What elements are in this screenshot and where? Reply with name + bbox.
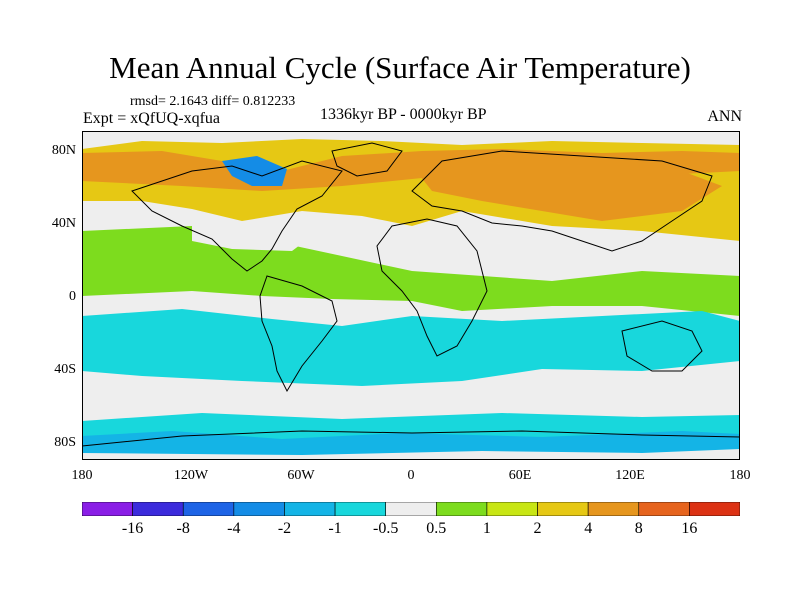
australia-outline [621, 320, 703, 372]
lat-label-40s: 40S [54, 362, 76, 377]
colorbar-tick-label: -0.5 [373, 520, 399, 537]
colorbar-swatch [436, 501, 488, 517]
colorbar [81, 501, 741, 521]
neutral-mediterranean [382, 226, 452, 251]
temperature-anomaly-map [82, 131, 740, 460]
time-period-label: 1336kyr BP - 0000kyr BP [320, 106, 487, 123]
colorbar-tick-label: -2 [277, 520, 292, 537]
neutral-north-atlantic [192, 223, 312, 251]
eurasia-outline [411, 150, 713, 252]
colorbar-tick-label: 0.5 [426, 520, 447, 537]
lon-label-60e: 60E [508, 468, 532, 483]
experiment-label: Expt = xQfUQ-xqfua [83, 110, 220, 127]
colorbar-tick-label: 2 [533, 520, 542, 537]
colorbar-tick-label: 1 [482, 520, 491, 537]
map-panel [82, 131, 740, 460]
cooling-canadian-arctic [222, 156, 287, 186]
colorbar-swatch [182, 501, 235, 517]
lat-label-80s: 80S [54, 435, 76, 450]
colorbar-tick-label: 8 [634, 520, 643, 537]
colorbar-tick-label: 16 [681, 520, 698, 537]
cooling-band-southern-ocean [82, 309, 740, 386]
colorbar-tick-label: 4 [584, 520, 593, 537]
colorbar-swatch [132, 501, 184, 517]
lon-label-120e: 120E [615, 468, 645, 483]
lon-label-180w: 180 [71, 468, 93, 483]
antarctica-outline [82, 430, 740, 447]
lon-label-120w: 120W [173, 468, 209, 483]
north-america-outline [131, 160, 343, 272]
colorbar-swatch [81, 501, 133, 517]
lon-label-60w: 60W [287, 468, 315, 483]
rmsd-diff-stats: rmsd= 2.1643 diff= 0.812233 [130, 94, 296, 109]
greenland-outline [331, 142, 403, 177]
colorbar-swatch [537, 501, 589, 517]
south-america-outline [259, 275, 338, 393]
colorbar-tick-label: -16 [121, 520, 144, 537]
colorbar-swatch [334, 501, 387, 517]
lat-label-40n: 40N [51, 216, 76, 231]
colorbar-swatch [689, 501, 741, 517]
colorbar-tick-label: -1 [328, 520, 342, 537]
lon-label-0: 0 [407, 468, 415, 483]
colorbar-swatch [385, 501, 437, 517]
colorbar-swatch [638, 501, 690, 517]
coastlines [82, 142, 740, 447]
africa-outline [376, 218, 488, 357]
colorbar-swatch [486, 501, 538, 517]
lat-label-80n: 80N [51, 143, 76, 158]
cooling-band-antarctic-blue [82, 431, 740, 455]
lat-label-eq: 0 [69, 289, 76, 304]
colorbar-swatches [81, 501, 741, 517]
colorbar-swatch [284, 501, 336, 517]
map-frame [82, 131, 740, 460]
colorbar-tick-label: -8 [176, 520, 190, 537]
colorbar-tick-label: -4 [227, 520, 241, 537]
colorbar-swatch [233, 501, 285, 517]
warming-eurasia-orange [412, 161, 722, 221]
colorbar-swatch [587, 501, 640, 517]
lon-label-180e: 180 [729, 468, 751, 483]
season-label: ANN [707, 108, 742, 125]
map-title: Mean Annual Cycle (Surface Air Temperatu… [109, 50, 691, 85]
